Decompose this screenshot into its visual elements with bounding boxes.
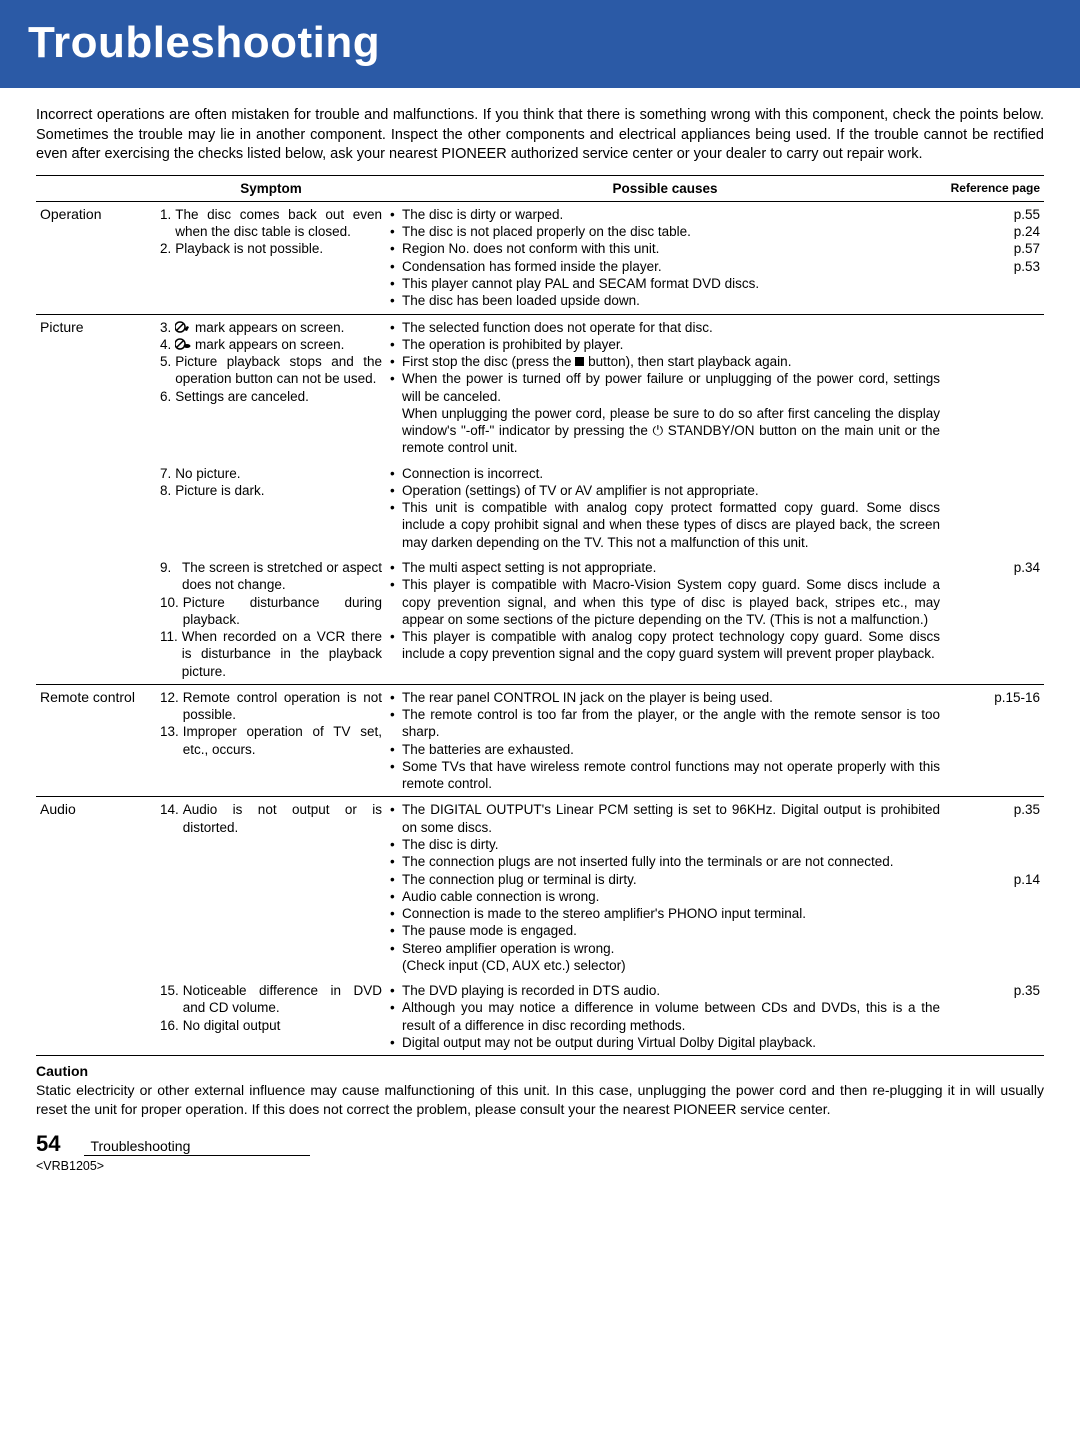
ref-cell (944, 314, 1044, 461)
doc-code: <VRB1205> (0, 1159, 1080, 1173)
footer-section: Troubleshooting (84, 1138, 310, 1156)
caution-title: Caution (36, 1062, 1044, 1081)
stop-icon (575, 357, 584, 366)
table-row: 7.No picture. 8.Picture is dark. Connect… (36, 461, 1044, 555)
ref-cell (944, 461, 1044, 555)
page-title: Troubleshooting (28, 18, 1052, 68)
troubleshooting-table: Symptom Possible causes Reference page O… (36, 175, 1044, 1056)
causes-cell: The disc is dirty or warped. The disc is… (386, 201, 944, 314)
symptom-cell: 3. mark appears on screen. 4. mark appea… (156, 314, 386, 461)
table-row: Remote control 12.Remote control operati… (36, 684, 1044, 797)
col-symptom: Symptom (156, 175, 386, 201)
table-row: Operation 1.The disc comes back out even… (36, 201, 1044, 314)
symptom-cell: 15.Noticeable difference in DVD and CD v… (156, 978, 386, 1056)
causes-cell: Connection is incorrect. Operation (sett… (386, 461, 944, 555)
ref-cell: p.34 (944, 555, 1044, 684)
table-row: 9.The screen is stretched or aspect does… (36, 555, 1044, 684)
title-banner: Troubleshooting (0, 0, 1080, 88)
category-cell: Operation (36, 201, 156, 314)
category-cell: Remote control (36, 684, 156, 797)
category-cell: Audio (36, 797, 156, 978)
ref-cell: p.15-16 (944, 684, 1044, 797)
prohibit-disc-icon (175, 337, 191, 351)
prohibit-hand-icon (175, 320, 191, 334)
causes-cell: The selected function does not operate f… (386, 314, 944, 461)
table-row: Picture 3. mark appears on screen. 4. ma… (36, 314, 1044, 461)
page-number: 54 (36, 1131, 60, 1157)
ref-cell: p.55 p.24 p.57 p.53 (944, 201, 1044, 314)
symptom-cell: 14.Audio is not output or is distorted. (156, 797, 386, 978)
symptom-cell: 1.The disc comes back out even when the … (156, 201, 386, 314)
ref-cell: p.35 (944, 978, 1044, 1056)
category-cell: Picture (36, 314, 156, 461)
col-ref: Reference page (944, 175, 1044, 201)
causes-cell: The DIGITAL OUTPUT's Linear PCM setting … (386, 797, 944, 978)
symptom-cell: 9.The screen is stretched or aspect does… (156, 555, 386, 684)
causes-cell: The DVD playing is recorded in DTS audio… (386, 978, 944, 1056)
page-footer: 54 Troubleshooting (0, 1131, 1080, 1157)
caution-block: Caution Static electricity or other exte… (0, 1056, 1080, 1119)
col-causes: Possible causes (386, 175, 944, 201)
symptom-cell: 7.No picture. 8.Picture is dark. (156, 461, 386, 555)
causes-cell: The multi aspect setting is not appropri… (386, 555, 944, 684)
power-icon: ⏻ (652, 423, 663, 438)
causes-cell: The rear panel CONTROL IN jack on the pl… (386, 684, 944, 797)
caution-text: Static electricity or other external inf… (36, 1081, 1044, 1119)
col-category (36, 175, 156, 201)
ref-cell: p.35 p.14 (944, 797, 1044, 978)
table-row: Audio 14.Audio is not output or is disto… (36, 797, 1044, 978)
table-row: 15.Noticeable difference in DVD and CD v… (36, 978, 1044, 1056)
symptom-cell: 12.Remote control operation is not possi… (156, 684, 386, 797)
intro-paragraph: Incorrect operations are often mistaken … (0, 106, 1080, 175)
